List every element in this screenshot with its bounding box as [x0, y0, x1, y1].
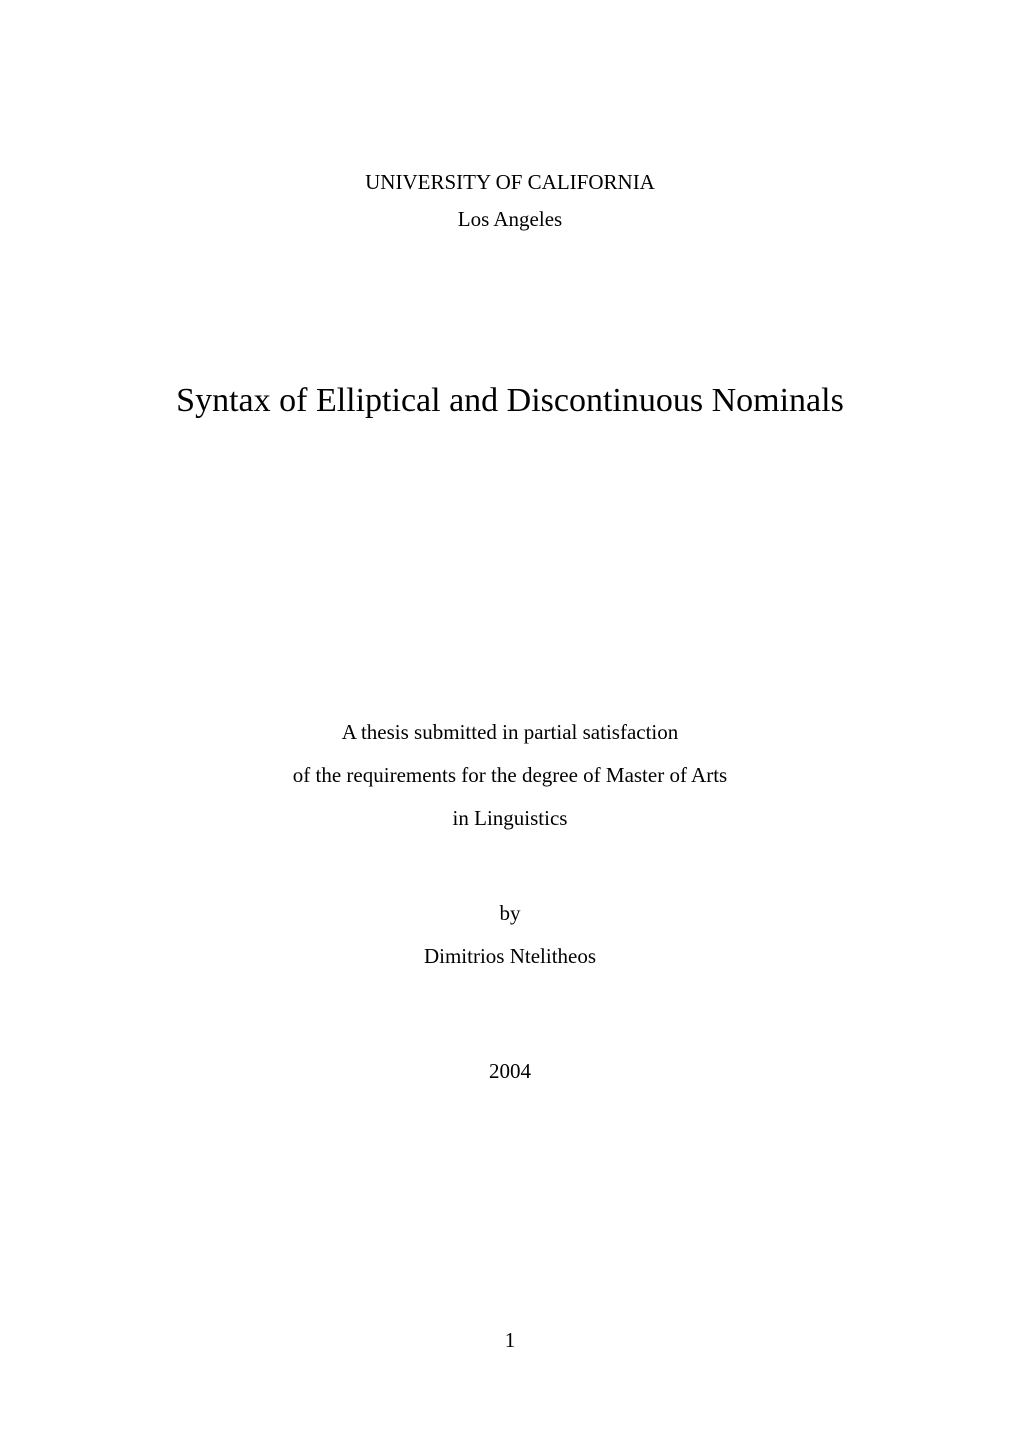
submission-line-3: in Linguistics	[120, 806, 900, 831]
submission-line-2: of the requirements for the degree of Ma…	[120, 763, 900, 788]
thesis-title: Syntax of Elliptical and Discontinuous N…	[120, 382, 900, 420]
thesis-year: 2004	[120, 1059, 900, 1084]
institution-name: UNIVERSITY OF CALIFORNIA	[120, 170, 900, 195]
submission-line-1: A thesis submitted in partial satisfacti…	[120, 720, 900, 745]
author-name: Dimitrios Ntelitheos	[120, 944, 900, 969]
thesis-title-page: UNIVERSITY OF CALIFORNIA Los Angeles Syn…	[0, 0, 1020, 1443]
institution-location: Los Angeles	[120, 207, 900, 232]
by-label: by	[120, 901, 900, 926]
page-number: 1	[0, 1328, 1020, 1353]
